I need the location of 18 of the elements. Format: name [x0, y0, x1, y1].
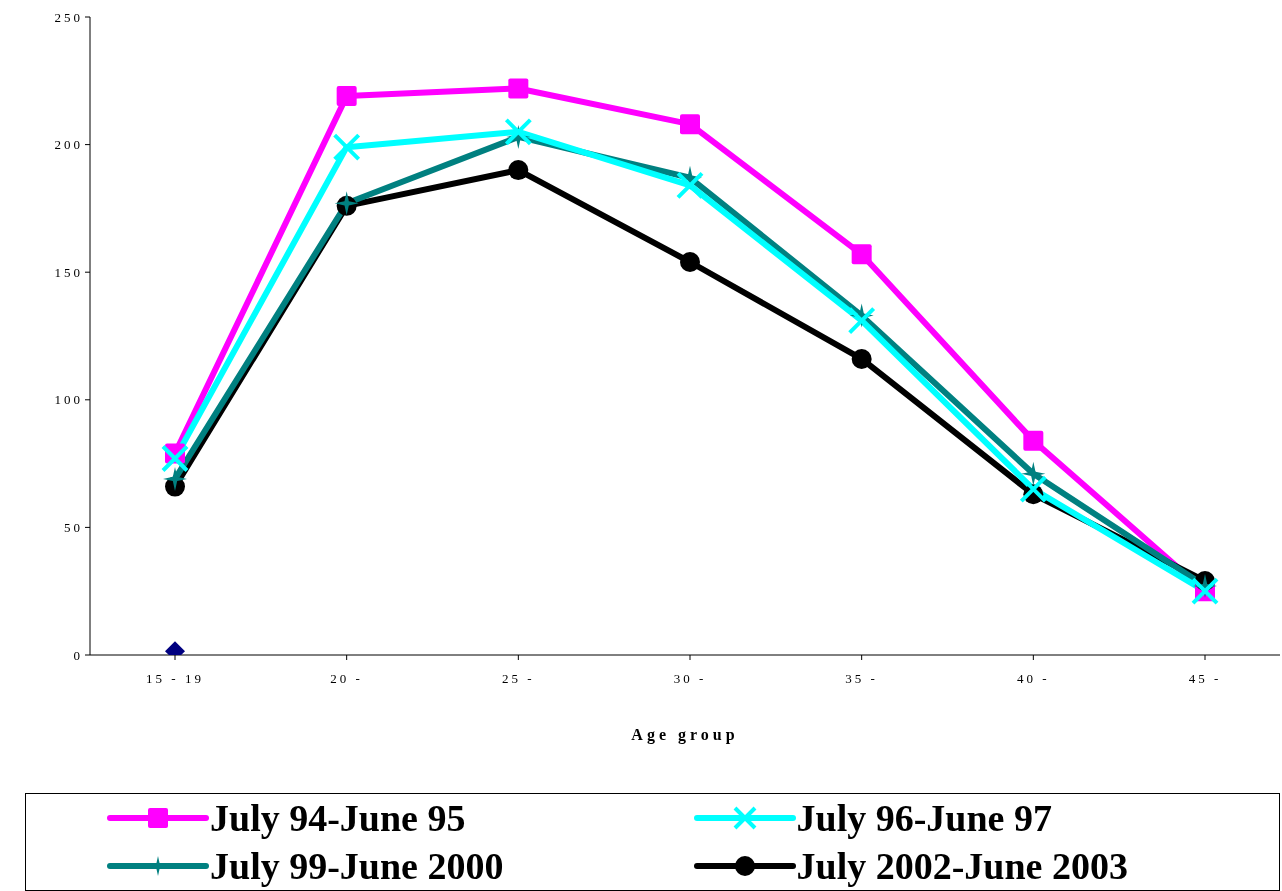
y-tick-label: 100 [54, 392, 83, 408]
x-tick-label: 45 - [1188, 671, 1222, 687]
x-tick-label: 40 - [1017, 671, 1050, 687]
y-tick-label: 50 [64, 520, 83, 536]
x-tick-label: 15 - 19 [146, 671, 204, 687]
x-tick-label: 35 - [845, 671, 878, 687]
x-tick-label: 25 - [502, 671, 535, 687]
legend-label: July 94-June 95 [210, 796, 466, 840]
y-tick-label: 150 [54, 264, 83, 280]
legend-label: July 2002-June 2003 [796, 844, 1128, 888]
legend-label: July 99-June 2000 [210, 844, 504, 888]
y-tick-label: 250 [54, 9, 83, 25]
x-tick-label: 20 - [330, 671, 363, 687]
x-tick-label: 30 - [673, 671, 707, 687]
legend-label: July 96-June 97 [796, 796, 1052, 840]
y-tick-label: 0 [73, 647, 83, 663]
y-tick-label: 200 [54, 137, 83, 153]
x-axis-title: Age group [631, 726, 739, 744]
